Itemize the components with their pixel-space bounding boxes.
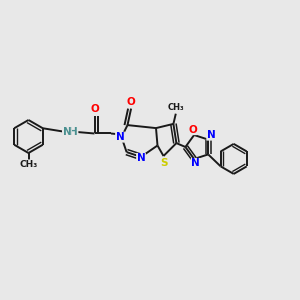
Text: N: N bbox=[136, 153, 146, 164]
Text: N: N bbox=[191, 158, 200, 169]
Text: O: O bbox=[188, 124, 197, 135]
Text: CH₃: CH₃ bbox=[20, 160, 38, 169]
Text: CH₃: CH₃ bbox=[167, 103, 184, 112]
Text: N: N bbox=[116, 132, 124, 142]
Text: H: H bbox=[69, 127, 78, 137]
Text: N: N bbox=[207, 130, 216, 140]
Text: S: S bbox=[160, 158, 168, 168]
Text: O: O bbox=[90, 104, 99, 115]
Text: N: N bbox=[62, 127, 71, 137]
Text: O: O bbox=[127, 97, 136, 107]
